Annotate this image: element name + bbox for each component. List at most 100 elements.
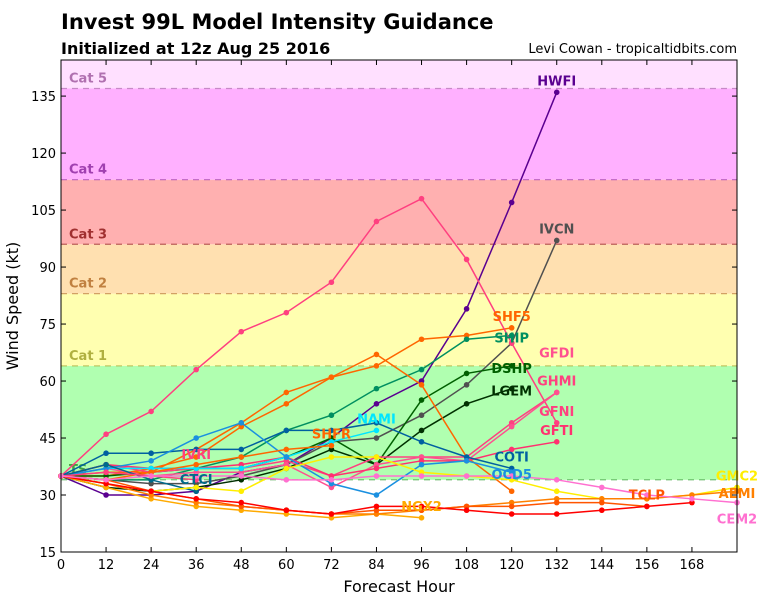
data-point-hwfi xyxy=(103,492,109,498)
data-point-ocd5 xyxy=(283,454,290,460)
data-point-gfdi xyxy=(508,423,515,430)
data-point-cem2 xyxy=(328,477,335,483)
series-label-ship: SHIP xyxy=(494,331,529,346)
data-point-ocd5 xyxy=(238,420,245,426)
y-tick-label: 15 xyxy=(39,546,56,561)
data-point-unlabeled xyxy=(418,503,425,510)
y-tick-label: 120 xyxy=(31,147,56,162)
band-cat5 xyxy=(61,60,737,89)
chart-subtitle: Initialized at 12z Aug 25 2016 xyxy=(61,39,331,58)
data-point-gfni xyxy=(283,309,290,316)
data-point-unlabeled xyxy=(283,507,290,514)
category-label-cat1: Cat 1 xyxy=(69,349,107,364)
data-point-unlabeled xyxy=(418,382,425,388)
y-tick-label: 75 xyxy=(39,318,56,333)
y-tick-label: 90 xyxy=(39,261,56,276)
data-point-cem2 xyxy=(148,473,154,479)
series-line-ctci xyxy=(60,463,197,492)
data-point-cem2 xyxy=(103,477,109,483)
data-point-hwfi xyxy=(553,89,560,96)
data-point-cem2 xyxy=(689,496,695,502)
y-tick-label: 105 xyxy=(31,204,56,219)
y-tick-label: 135 xyxy=(31,90,56,105)
data-point-shf5 xyxy=(508,325,515,331)
x-tick-label: 120 xyxy=(499,558,524,573)
series-label-tclp: TCLP xyxy=(629,488,665,503)
data-point-cem2 xyxy=(553,477,560,483)
data-point-coti xyxy=(193,446,199,453)
data-point-unlabeled xyxy=(328,374,335,381)
x-tick-label: 48 xyxy=(233,558,250,573)
series-label-shf5: SHF5 xyxy=(493,310,531,325)
series-label-gfti: GFTI xyxy=(540,424,573,439)
data-point-shfr xyxy=(193,461,199,468)
x-axis-label: Forecast Hour xyxy=(343,577,455,596)
x-tick-label: 84 xyxy=(368,558,385,573)
band-ts xyxy=(61,365,737,480)
data-point-gmc2 xyxy=(373,454,380,460)
x-tick-label: 132 xyxy=(544,558,569,573)
series-label-gfdi: GFDI xyxy=(539,346,574,361)
y-tick-label: 60 xyxy=(39,375,56,390)
data-point-ship xyxy=(328,412,335,419)
data-point-unlabeled xyxy=(644,503,650,510)
data-point-shf5 xyxy=(418,336,425,343)
series-label-dshp: DSHP xyxy=(491,362,532,377)
series-line-ghmi xyxy=(60,391,558,477)
series-line-ivri xyxy=(60,471,197,481)
series-label-ivri: IVRI xyxy=(181,448,211,463)
data-point-shfr xyxy=(238,454,245,460)
data-point-lgem xyxy=(463,401,470,407)
band-cat4 xyxy=(61,88,737,180)
data-point-tclp xyxy=(599,499,605,506)
data-point-ship xyxy=(418,366,425,373)
data-point-ship xyxy=(373,385,380,392)
band-cat3 xyxy=(61,179,737,245)
series-label-ocd5: OCD5 xyxy=(491,468,531,483)
data-point-ocd5 xyxy=(418,461,425,468)
data-point-ocd5 xyxy=(193,435,199,441)
data-point-cem2 xyxy=(599,484,605,491)
data-point-dshp xyxy=(463,370,470,377)
x-tick-label: 96 xyxy=(413,558,430,573)
data-point-unlabeled xyxy=(508,511,515,517)
data-point-coti xyxy=(103,450,109,457)
series-label-ghmi: GHMI xyxy=(537,374,576,389)
data-point-lgem xyxy=(418,427,425,434)
data-point-cem2 xyxy=(463,473,470,479)
series-line-hwfi xyxy=(60,92,558,496)
data-point-cem2 xyxy=(193,473,199,479)
data-point-hwfi xyxy=(373,401,380,407)
series-label-nami: NAMI xyxy=(357,412,396,427)
data-point-ivri xyxy=(103,469,109,476)
series-line-gfni xyxy=(60,197,558,477)
data-point-ivcn xyxy=(373,435,380,441)
data-point-gfni xyxy=(328,279,335,286)
data-point-unlabeled xyxy=(508,488,515,495)
data-point-coti xyxy=(418,439,425,445)
data-point-shfr xyxy=(328,442,335,449)
data-point-shf5 xyxy=(373,363,380,369)
data-point-cem2 xyxy=(508,473,515,479)
data-point-unlabeled xyxy=(193,496,199,502)
band-cat2 xyxy=(61,244,737,294)
series-label-hwfi: HWFI xyxy=(537,74,576,89)
x-tick-label: 36 xyxy=(188,558,205,573)
series-label-ivcn: IVCN xyxy=(539,222,574,237)
data-point-lgem xyxy=(508,385,515,392)
data-point-shf5 xyxy=(283,401,290,407)
category-label-cat5: Cat 5 xyxy=(69,71,107,86)
data-point-tclp xyxy=(553,499,560,506)
data-point-gmc2 xyxy=(328,454,335,460)
data-point-gfni xyxy=(238,328,245,335)
data-point-cem2 xyxy=(644,492,650,498)
data-point-gmc2 xyxy=(193,484,199,491)
series-label-coti: COTI xyxy=(495,450,529,465)
series-label-ngx2: NGX2 xyxy=(401,500,442,515)
y-tick-label: 45 xyxy=(39,432,56,447)
y-axis-label: Wind Speed (kt) xyxy=(3,242,22,371)
data-point-ship xyxy=(463,336,470,343)
data-point-nami xyxy=(373,427,380,434)
data-point-cem2 xyxy=(238,473,245,479)
